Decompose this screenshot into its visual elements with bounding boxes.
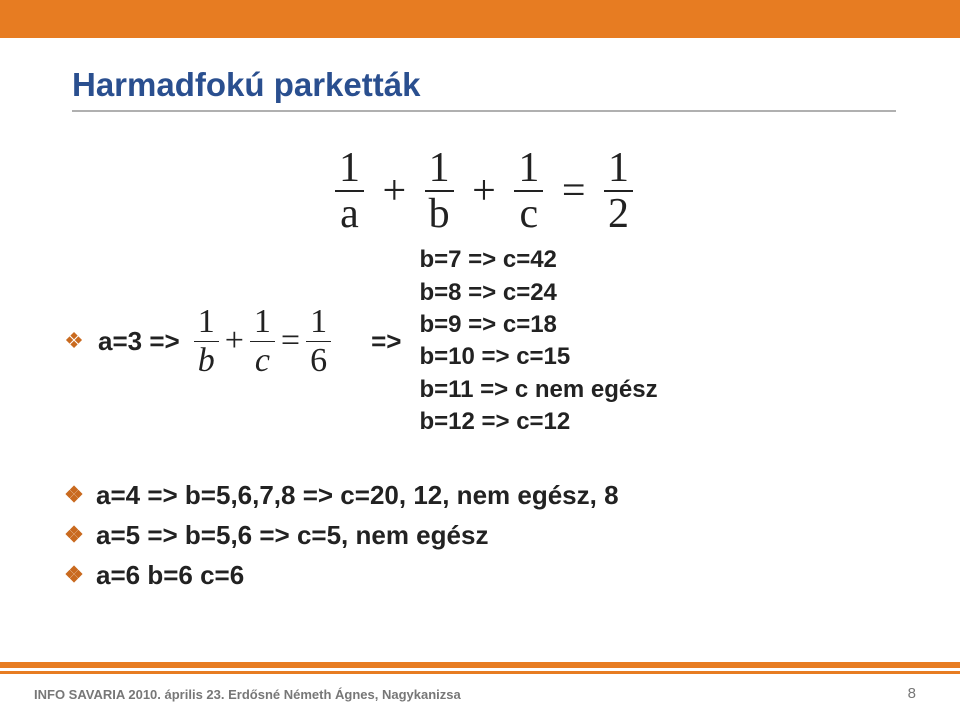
title-rule <box>72 110 896 112</box>
extra-line: ❖ a=4 => b=5,6,7,8 => c=20, 12, nem egés… <box>64 475 896 515</box>
footer-bars <box>0 662 960 674</box>
case-line: b=7 => c=42 <box>419 244 657 276</box>
case-line: b=8 => c=24 <box>419 277 657 309</box>
case-line: b=12 => c=12 <box>419 406 657 438</box>
a3-equation: 1b + 1c = 16 <box>194 303 331 380</box>
a3-arrow: => <box>371 326 401 357</box>
content: Harmadfokú parketták 1a + 1b + 1c = 12 ❖… <box>0 38 960 595</box>
main-equation: 1a + 1b + 1c = 12 <box>72 146 896 236</box>
page-title: Harmadfokú parketták <box>72 66 896 104</box>
slide: Harmadfokú parketták 1a + 1b + 1c = 12 ❖… <box>0 0 960 716</box>
row-a3: ❖ a=3 => 1b + 1c = 16 => b=7 => c=42 b=8… <box>64 244 896 438</box>
top-bar <box>0 0 960 38</box>
bullet-icon: ❖ <box>64 558 84 592</box>
case-line: b=9 => c=18 <box>419 309 657 341</box>
extra-text: a=6 b=6 c=6 <box>96 555 244 595</box>
extra-text: a=4 => b=5,6,7,8 => c=20, 12, nem egész,… <box>96 475 619 515</box>
frac-b: 1b <box>425 146 454 236</box>
a3-cases: b=7 => c=42 b=8 => c=24 b=9 => c=18 b=10… <box>419 244 657 438</box>
bullet-icon: ❖ <box>64 518 84 552</box>
extra-line: ❖ a=5 => b=5,6 => c=5, nem egész <box>64 515 896 555</box>
case-line: b=10 => c=15 <box>419 341 657 373</box>
extra-block: ❖ a=4 => b=5,6,7,8 => c=20, 12, nem egés… <box>64 475 896 596</box>
footer-text: INFO SAVARIA 2010. április 23. Erdősné N… <box>34 687 461 702</box>
extra-text: a=5 => b=5,6 => c=5, nem egész <box>96 515 488 555</box>
a3-label: a=3 => <box>98 326 180 357</box>
page-number: 8 <box>908 685 916 702</box>
bullet-icon: ❖ <box>64 328 84 354</box>
bullet-icon: ❖ <box>64 478 84 512</box>
frac-c: 1c <box>514 146 543 236</box>
frac-half: 12 <box>604 146 633 236</box>
case-line: b=11 => c nem egész <box>419 374 657 406</box>
frac-a: 1a <box>335 146 364 236</box>
extra-line: ❖ a=6 b=6 c=6 <box>64 555 896 595</box>
